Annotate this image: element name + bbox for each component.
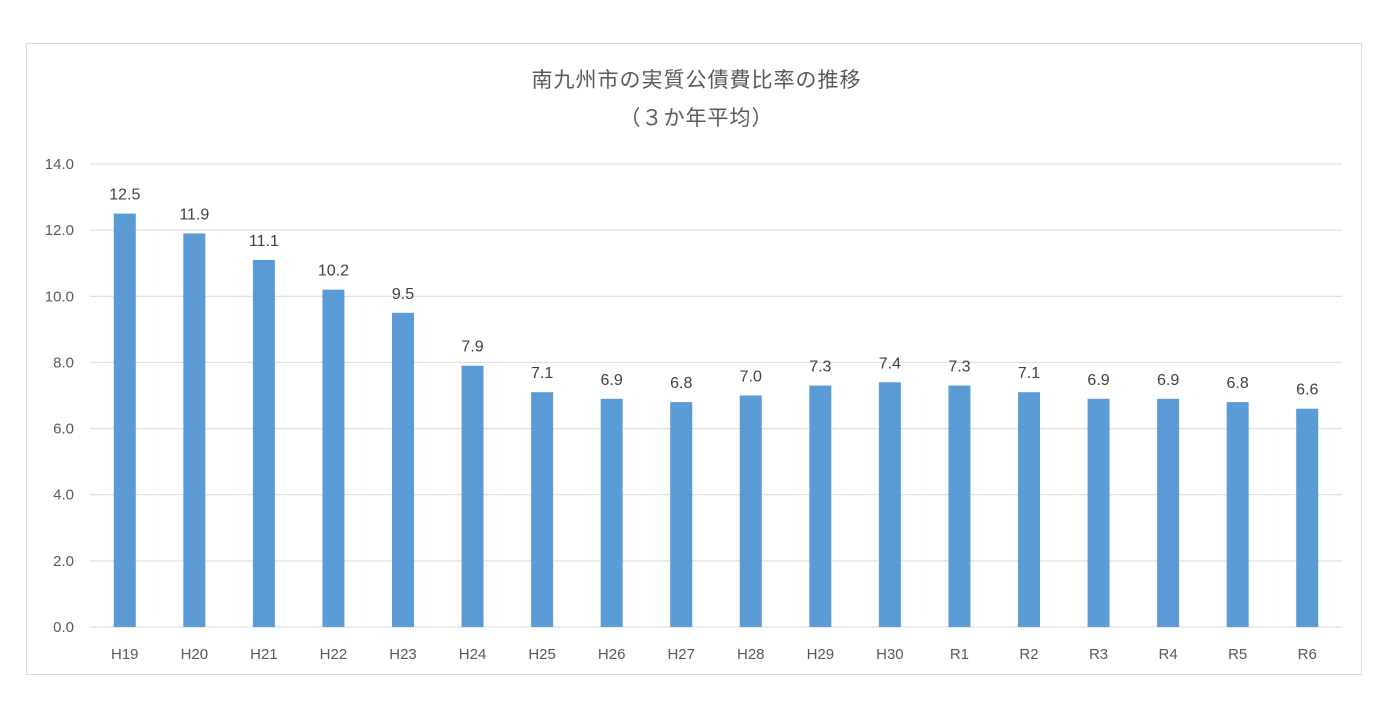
- data-label: 6.6: [1296, 382, 1318, 399]
- x-tick-label: H30: [876, 646, 904, 663]
- x-tick-label: H28: [737, 646, 765, 663]
- data-label: 11.1: [249, 233, 279, 250]
- bar: [1087, 398, 1110, 627]
- y-tick-label: 8.0: [53, 354, 74, 371]
- x-tick-label: H19: [111, 646, 139, 663]
- bar: [600, 398, 623, 627]
- x-tick-label: H21: [250, 646, 278, 663]
- data-label: 7.4: [879, 355, 901, 372]
- bar: [1157, 398, 1180, 627]
- data-label: 6.9: [1087, 372, 1109, 389]
- y-tick-label: 14.0: [45, 156, 74, 173]
- data-label: 6.9: [601, 372, 623, 389]
- data-label: 7.0: [740, 369, 762, 386]
- bars: [113, 213, 1319, 627]
- y-tick-label: 10.0: [45, 288, 74, 305]
- gridlines: [90, 163, 1342, 628]
- x-tick-label: H27: [667, 646, 695, 663]
- x-tick-label: R5: [1228, 646, 1247, 663]
- bar: [809, 385, 832, 627]
- data-label: 7.3: [948, 359, 970, 376]
- y-tick-label: 0.0: [53, 619, 74, 636]
- y-tick-label: 4.0: [53, 487, 74, 504]
- chart-frame: [26, 43, 1362, 675]
- bar: [1226, 402, 1249, 627]
- x-tick-label: H29: [807, 646, 835, 663]
- bar: [670, 402, 693, 627]
- data-label: 10.2: [318, 263, 349, 280]
- y-tick-label: 6.0: [53, 421, 74, 438]
- x-axis-tick-labels: H19 H20 H21 H22 H23 H24 H25 H26 H27 H28 H29 H30 R1 R2…: [111, 646, 1317, 663]
- x-tick-label: R3: [1089, 646, 1108, 663]
- data-label: 7.9: [461, 339, 483, 356]
- data-label: 7.1: [1018, 365, 1040, 382]
- x-tick-label: H20: [181, 646, 209, 663]
- y-tick-label: 12.0: [45, 222, 74, 239]
- x-tick-label: R4: [1159, 646, 1178, 663]
- x-tick-label: H22: [320, 646, 348, 663]
- x-tick-label: R6: [1298, 646, 1317, 663]
- bar: [531, 392, 554, 627]
- data-label: 7.3: [809, 359, 831, 376]
- bar: [461, 365, 484, 627]
- x-tick-label: H24: [459, 646, 487, 663]
- data-label: 9.5: [392, 286, 414, 303]
- data-label: 6.8: [1227, 375, 1249, 392]
- bar: [392, 312, 414, 627]
- y-axis-tick-labels: 0.0 2.0 4.0 6.0 8.0 10.0 12.0 14.0: [45, 156, 74, 636]
- data-label: 6.9: [1157, 372, 1179, 389]
- bar: [252, 259, 275, 627]
- x-tick-label: H25: [528, 646, 556, 663]
- x-tick-label: H26: [598, 646, 626, 663]
- bar: [322, 289, 345, 627]
- y-tick-label: 2.0: [53, 553, 74, 570]
- bar: [1296, 408, 1319, 627]
- chart-subtitle: （３か年平均）: [619, 106, 774, 130]
- bar: [113, 213, 136, 627]
- data-label: 7.1: [531, 365, 553, 382]
- bar: [948, 385, 971, 627]
- bar: [878, 382, 901, 627]
- bar: [739, 395, 762, 627]
- data-label: 12.5: [109, 187, 140, 204]
- bar: [183, 233, 206, 627]
- data-labels: 12.5 11.9 11.1 10.2 9.5 7.9 7.1 6.9 6.8 7.0 7.3 7.4…: [109, 187, 1318, 399]
- x-tick-label: H23: [389, 646, 417, 663]
- bar: [1018, 392, 1040, 627]
- x-tick-label: R1: [950, 646, 969, 663]
- x-tick-label: R2: [1019, 646, 1038, 663]
- data-label: 11.9: [179, 206, 209, 223]
- chart-title: 南九州市の実質公債費比率の推移: [531, 68, 862, 92]
- data-label: 6.8: [670, 375, 692, 392]
